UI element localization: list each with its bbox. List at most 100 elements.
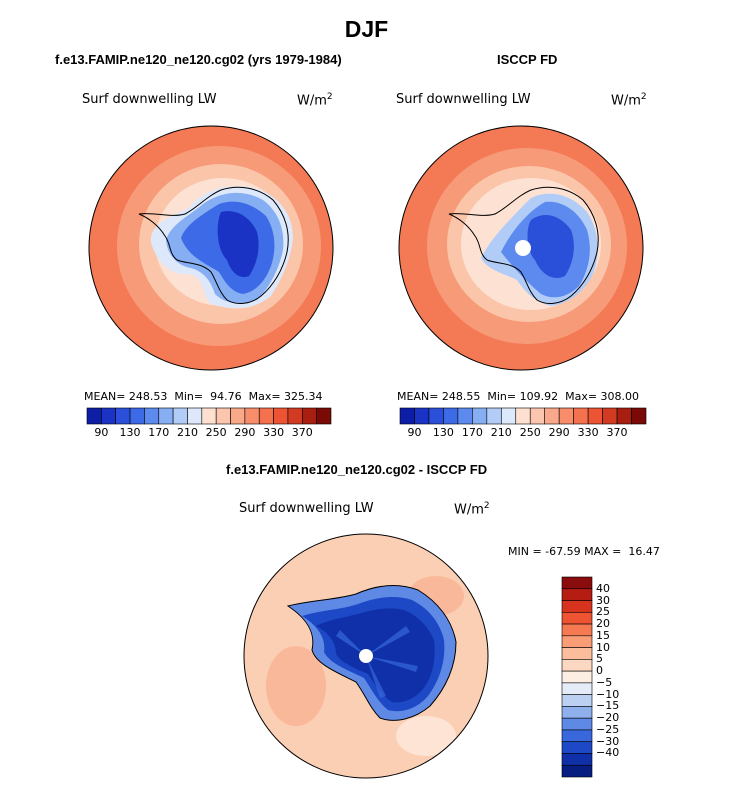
- pole-hole: [359, 649, 373, 663]
- colorbar-obs-swatch: [428, 407, 444, 425]
- colorbar-diff-tick-label: −20: [596, 711, 620, 725]
- colorbar-model-tick-label: 250: [205, 426, 227, 439]
- units-label-obs: W/m2: [611, 92, 647, 108]
- colorbar-model-swatch: [258, 407, 274, 425]
- colorbar-obs-tick-label: 370: [606, 426, 628, 439]
- colorbar-model-swatch: [86, 407, 102, 425]
- colorbar-diff-tick-label: −10: [596, 687, 620, 701]
- polar-map-obs: [398, 125, 644, 371]
- colorbar-model: [86, 407, 332, 425]
- stats-model: MEAN= 248.53 Min= 94.76 Max= 325.34: [84, 390, 323, 403]
- colorbar-diff-tick-label: 15: [596, 628, 610, 642]
- colorbar-model-swatch: [101, 407, 117, 425]
- colorbar-model-swatch: [129, 407, 145, 425]
- antarctica-streaks: [336, 626, 418, 698]
- units-exponent: 2: [483, 501, 490, 511]
- colorbar-diff-swatch: [561, 576, 593, 590]
- coastline: [286, 585, 457, 721]
- colorbar-obs-tick-label: 130: [432, 426, 454, 439]
- colorbar-diff-swatch: [561, 623, 593, 637]
- panel-header-obs: ISCCP FD: [497, 52, 558, 67]
- colorbar-obs-swatch: [443, 407, 459, 425]
- colorbar-model-tick-label: 210: [176, 426, 198, 439]
- colorbar-diff-tick-label: −5: [596, 675, 613, 689]
- units-text: W/m: [454, 502, 484, 518]
- colorbar-labels-model: 90 130 170 210 250 290 330 370: [87, 426, 331, 440]
- colorbar-model-swatch: [316, 407, 332, 425]
- colorbar-model-tick-label: 330: [263, 426, 285, 439]
- colorbar-model-tick-label: 170: [148, 426, 170, 439]
- panel-header-model: f.e13.FAMIP.ne120_ne120.cg02 (yrs 1979-1…: [55, 52, 342, 67]
- colorbar-model-swatch: [158, 407, 174, 425]
- colorbar-obs-tick-label: 210: [490, 426, 512, 439]
- colorbar-obs-swatch: [573, 407, 589, 425]
- colorbar-model-tick-label: 290: [234, 426, 256, 439]
- colorbar-diff-swatch: [561, 694, 593, 707]
- colorbar-obs-swatch: [515, 407, 531, 425]
- colorbar-obs-swatch: [616, 407, 632, 425]
- colorbar-diff-swatch: [561, 659, 593, 672]
- colorbar-obs-tick-label: 90: [407, 426, 422, 439]
- stats-diff: MIN = -67.59 MAX = 16.47: [508, 545, 660, 558]
- colorbar-diff-tick-label: 30: [596, 593, 610, 607]
- colorbar-diff-tick-label: 20: [596, 617, 610, 631]
- colorbar-obs-tick-label: 250: [519, 426, 541, 439]
- colorbar-obs: [399, 407, 647, 425]
- colorbar-diff-swatch: [561, 729, 593, 743]
- colorbar-model-swatch: [301, 407, 317, 425]
- colorbar-model-swatch: [172, 407, 188, 425]
- colorbar-model-swatch: [244, 407, 260, 425]
- colorbar-obs-swatch: [631, 407, 647, 425]
- units-label-model: W/m2: [297, 92, 333, 108]
- colorbar-labels-diff: 40 30 25 20 15 10 5 0 −5 −10 −15 −20 −25 −30 −40: [596, 577, 636, 777]
- panel-header-diff: f.e13.FAMIP.ne120_ne120.cg02 - ISCCP FD: [226, 462, 488, 477]
- colorbar-diff-swatch: [561, 717, 593, 731]
- colorbar-obs-swatch: [500, 407, 517, 425]
- colorbar-obs-swatch: [457, 407, 473, 425]
- colorbar-diff: [561, 576, 593, 778]
- colorbar-obs-swatch: [399, 407, 415, 425]
- colorbar-model-swatch: [230, 407, 246, 425]
- colorbar-diff-swatch: [561, 611, 593, 625]
- colorbar-labels-obs: 90 130 170 210 250 290 330 370: [400, 426, 646, 440]
- antarctica-core: [527, 215, 574, 279]
- colorbar-diff-tick-label: 40: [596, 581, 610, 595]
- units-text: W/m: [611, 93, 641, 109]
- colorbar-diff-swatch: [561, 753, 593, 766]
- colorbar-obs-tick-label: 290: [548, 426, 570, 439]
- ring-ocean-patch: [266, 646, 326, 726]
- colorbar-diff-swatch: [561, 741, 593, 754]
- colorbar-model-tick-label: 90: [94, 426, 109, 439]
- colorbar-diff-tick-label: 10: [596, 640, 610, 654]
- colorbar-diff-swatch: [561, 647, 593, 660]
- colorbar-diff-tick-label: −15: [596, 699, 620, 713]
- colorbar-obs-swatch: [414, 407, 430, 425]
- variable-label-model: Surf downwelling LW: [82, 92, 217, 107]
- colorbar-obs-swatch: [602, 407, 618, 425]
- colorbar-model-swatch: [273, 407, 289, 425]
- coastline: [138, 186, 289, 304]
- colorbar-diff-tick-label: 25: [596, 605, 610, 619]
- colorbar-obs-tick-label: 170: [461, 426, 483, 439]
- colorbar-model-tick-label: 370: [291, 426, 313, 439]
- ring-ocean-patch: [396, 716, 456, 756]
- colorbar-obs-swatch: [486, 407, 502, 425]
- colorbar-model-tick-label: 130: [119, 426, 141, 439]
- variable-label-diff: Surf downwelling LW: [239, 501, 374, 516]
- colorbar-diff-tick-label: 0: [596, 664, 603, 678]
- colorbar-diff-swatch: [561, 600, 593, 613]
- units-text: W/m: [297, 93, 327, 109]
- colorbar-model-swatch: [201, 407, 217, 425]
- colorbar-diff-swatch: [561, 670, 593, 684]
- colorbar-obs-swatch: [472, 407, 488, 425]
- colorbar-obs-tick-label: 330: [577, 426, 599, 439]
- colorbar-diff-tick-label: 5: [596, 652, 603, 666]
- colorbar-diff-swatch: [561, 764, 593, 778]
- variable-label-obs: Surf downwelling LW: [396, 92, 531, 107]
- colorbar-model-swatch: [115, 407, 131, 425]
- pole-hole: [515, 240, 531, 256]
- colorbar-diff-swatch: [561, 635, 593, 648]
- coastline: [448, 186, 599, 304]
- colorbar-diff-tick-label: −30: [596, 734, 620, 748]
- colorbar-diff-tick-label: −40: [596, 746, 620, 760]
